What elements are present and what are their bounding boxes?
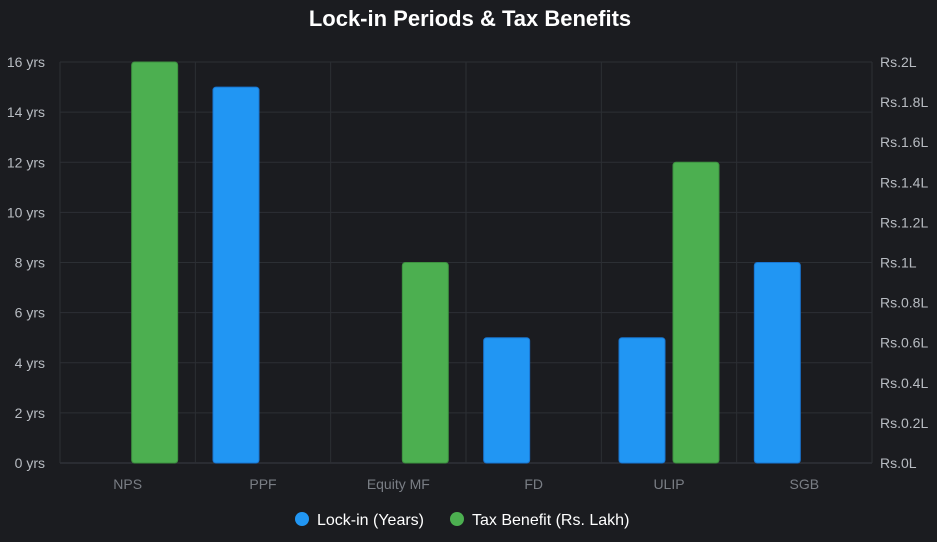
legend-label: Lock-in (Years) — [317, 512, 424, 529]
bar-taxbenefit-ulip[interactable] — [672, 161, 720, 464]
bar-taxbenefit-nps[interactable] — [131, 61, 179, 464]
bar-lockin-ppf[interactable] — [212, 86, 260, 464]
bars — [131, 61, 801, 464]
x-tick-label: NPS — [113, 476, 142, 492]
y-left-tick-label: 8 yrs — [15, 255, 45, 271]
legend-item-lockin[interactable]: Lock-in (Years) — [295, 512, 424, 529]
bar-taxbenefit-equity-mf[interactable] — [401, 262, 449, 464]
y-left-tick-label: 0 yrs — [15, 455, 45, 471]
x-tick-label: PPF — [249, 476, 276, 492]
grid-lines — [59, 61, 873, 464]
y-right-tick-label: Rs.0.6L — [880, 335, 928, 351]
chart-title: Lock-in Periods & Tax Benefits — [309, 6, 631, 31]
x-tick-label: ULIP — [653, 476, 684, 492]
y-right-tick-label: Rs.0.2L — [880, 415, 928, 431]
bar-lockin-ulip[interactable] — [618, 337, 666, 464]
x-tick-label: FD — [524, 476, 543, 492]
x-axis: NPS PPF Equity MF FD ULIP SGB — [113, 476, 819, 492]
y-axis-right: Rs.0L Rs.0.2L Rs.0.4L Rs.0.6L Rs.0.8L Rs.1L Rs… — [880, 54, 928, 471]
y-right-tick-label: Rs.1.6L — [880, 134, 928, 150]
bar-lockin-sgb[interactable] — [753, 262, 801, 464]
bar-lockin-fd[interactable] — [483, 337, 531, 464]
legend-swatch — [450, 512, 464, 526]
x-tick-label: Equity MF — [367, 476, 430, 492]
legend-swatch — [295, 512, 309, 526]
y-right-tick-label: Rs.1.4L — [880, 174, 928, 190]
y-right-tick-label: Rs.1.8L — [880, 94, 928, 110]
y-left-tick-label: 2 yrs — [15, 405, 45, 421]
x-tick-label: SGB — [790, 476, 820, 492]
legend-label: Tax Benefit (Rs. Lakh) — [472, 512, 629, 529]
y-right-tick-label: Rs.0L — [880, 455, 917, 471]
y-left-tick-label: 16 yrs — [7, 54, 45, 70]
y-axis-left: 0 yrs 2 yrs 4 yrs 6 yrs 8 yrs 10 yrs 12 yrs 14 … — [7, 54, 45, 471]
y-left-tick-label: 4 yrs — [15, 355, 45, 371]
legend[interactable]: Lock-in (Years) Tax Benefit (Rs. Lakh) — [295, 512, 629, 529]
y-right-tick-label: Rs.1L — [880, 255, 917, 271]
y-left-tick-label: 14 yrs — [7, 104, 45, 120]
y-left-tick-label: 6 yrs — [15, 305, 45, 321]
y-left-tick-label: 12 yrs — [7, 154, 45, 170]
y-left-tick-label: 10 yrs — [7, 204, 45, 220]
legend-item-taxbenefit[interactable]: Tax Benefit (Rs. Lakh) — [450, 512, 629, 529]
y-right-tick-label: Rs.0.4L — [880, 375, 928, 391]
y-right-tick-label: Rs.1.2L — [880, 214, 928, 230]
y-right-tick-label: Rs.2L — [880, 54, 917, 70]
y-right-tick-label: Rs.0.8L — [880, 295, 928, 311]
